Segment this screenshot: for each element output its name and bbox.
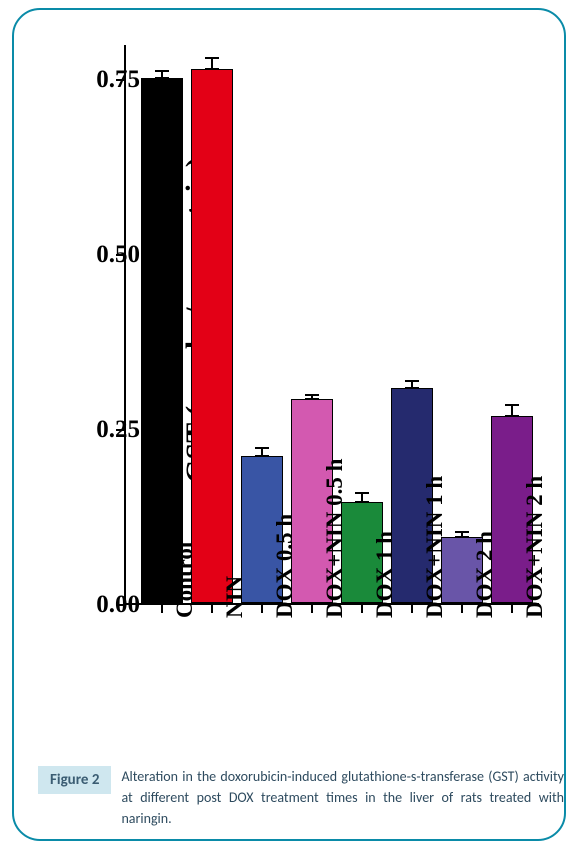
x-tick [461,603,464,613]
chart-plot-area: ControlNINDOX 0.5 hDOX+NIN 0.5 hDOX 1 hD… [124,45,539,605]
error-cap [155,77,169,79]
x-axis-label: DOX+NIN 2 h [522,476,548,618]
x-tick [161,603,164,613]
x-tick [311,603,314,613]
error-cap [205,57,219,59]
x-tick [511,603,514,613]
error-cap [455,536,469,538]
error-cap [255,447,269,449]
x-tick [261,603,264,613]
error-cap [405,387,419,389]
y-tick-label: 0.50 [96,241,140,269]
figure-caption: Figure 2 Alteration in the doxorubicin-i… [38,766,568,829]
error-cap [255,455,269,457]
error-cap [505,404,519,406]
bar [191,69,233,603]
y-tick-label: 0.25 [96,416,140,444]
error-cap [305,398,319,400]
error-cap [455,531,469,533]
caption-text: Alteration in the doxorubicin-induced gl… [121,766,568,829]
x-tick [411,603,414,613]
figure-frame: GST (nmoles/mg protein) ControlNINDOX 0.… [12,8,566,841]
y-tick-label: 0.75 [96,66,140,94]
error-cap [405,380,419,382]
y-tick-label: 0.00 [96,591,140,619]
figure-number-badge: Figure 2 [38,766,111,794]
error-cap [155,70,169,72]
error-cap [505,415,519,417]
x-tick [361,603,364,613]
error-cap [355,501,369,503]
bars-container: ControlNINDOX 0.5 hDOX+NIN 0.5 hDOX 1 hD… [126,45,539,603]
bar [141,78,183,603]
error-cap [205,68,219,70]
x-tick [211,603,214,613]
error-cap [355,492,369,494]
error-cap [305,394,319,396]
